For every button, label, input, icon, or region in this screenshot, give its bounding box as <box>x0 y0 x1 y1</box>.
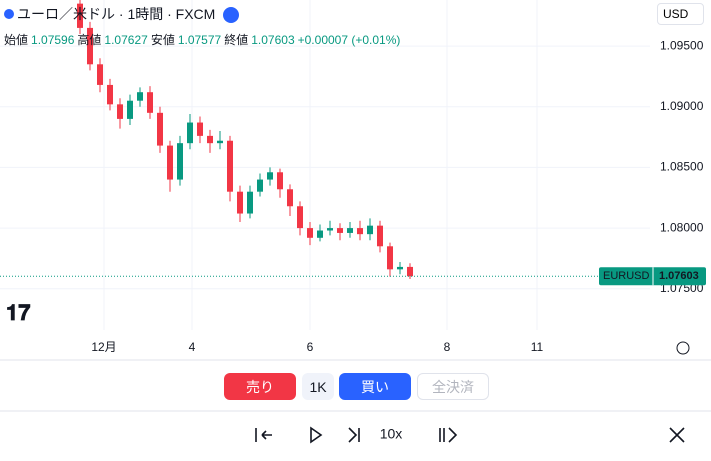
candle-body <box>337 228 343 233</box>
candle-body <box>287 189 293 207</box>
last-price-label: 1.07603 <box>659 270 699 282</box>
candle-body <box>107 84 113 105</box>
logo: 𝟏𝟕 <box>6 300 31 325</box>
candle-body <box>397 266 403 270</box>
candle-body <box>227 140 233 192</box>
currency-select[interactable]: USD <box>657 3 704 25</box>
rewind-icon[interactable] <box>223 7 240 24</box>
candle-body <box>387 246 393 270</box>
candle-body <box>117 104 123 119</box>
step-forward[interactable] <box>348 427 360 443</box>
jump-back[interactable] <box>255 428 272 442</box>
candle-body <box>367 225 373 235</box>
candle-body <box>237 191 243 214</box>
y-tick-label: 1.08000 <box>660 220 704 234</box>
ohlc-value: 1.07627 <box>104 33 148 47</box>
candle-body <box>277 172 283 190</box>
title: ユーロ／米ドル · 1時間 · FXCM <box>17 6 216 22</box>
quantity[interactable]: 1K <box>302 373 334 400</box>
candle-body <box>187 122 193 144</box>
sell-button[interactable]: 売り <box>224 373 296 400</box>
candle-body <box>77 3 83 28</box>
candle-body <box>257 179 263 192</box>
y-tick-label: 1.08500 <box>660 160 704 174</box>
ohlc-label: 高値 <box>77 33 102 47</box>
candle-body <box>87 27 93 65</box>
candle-body <box>167 145 173 180</box>
ohlc-label: 始値 <box>4 33 29 47</box>
candle-body <box>357 228 363 235</box>
candle-body <box>247 191 253 214</box>
x-tick-label: 11 <box>531 340 544 354</box>
candle-body <box>377 225 383 247</box>
symbol-tag: EURUSD <box>603 270 650 282</box>
candle-body <box>347 228 353 233</box>
candle-body <box>207 135 213 144</box>
candle-body <box>197 122 203 136</box>
y-tick-label: 1.09500 <box>660 38 704 52</box>
ohlc-label: 終値 <box>224 33 249 47</box>
candle-body <box>407 266 413 277</box>
candle-body <box>147 92 153 113</box>
candle-body <box>317 230 323 238</box>
close[interactable] <box>669 427 685 443</box>
change: +0.00007 (+0.01%) <box>297 33 401 47</box>
candle-body <box>127 100 133 119</box>
x-tick-label: 8 <box>444 340 451 354</box>
candle-body <box>267 172 273 180</box>
ohlc-legend: 始値 1.07596 高値 1.07627 安値 1.07577 終値 1.07603 +0.0… <box>4 31 403 48</box>
x-tick-label: 6 <box>307 340 314 354</box>
buy-button[interactable]: 買い <box>339 373 411 400</box>
candle-body <box>217 140 223 144</box>
ohlc-value: 1.07603 <box>251 33 295 47</box>
candle-body <box>297 206 303 229</box>
x-tick-label: 12月 <box>91 340 116 354</box>
candle-body <box>307 228 313 238</box>
candle-body <box>177 143 183 180</box>
ohlc-label: 安値 <box>150 33 175 47</box>
candle-body <box>157 112 163 146</box>
ohlc-value: 1.07577 <box>177 33 222 47</box>
close-all-button[interactable]: 全決済 <box>417 373 489 400</box>
candle-body <box>327 228 333 231</box>
y-tick-label: 1.09000 <box>660 99 704 113</box>
candle-body <box>97 64 103 85</box>
candle-body <box>137 92 143 101</box>
jump-forward[interactable] <box>439 427 458 443</box>
ohlc-value: 1.07596 <box>31 33 75 47</box>
play[interactable] <box>310 426 323 444</box>
symbol-title: ユーロ／米ドル · 1時間 · FXCM <box>4 4 240 24</box>
settings-icon[interactable] <box>676 341 690 355</box>
replay-speed[interactable]: 10x <box>380 426 403 442</box>
replay-controls <box>255 426 685 444</box>
x-tick-label: 4 <box>189 340 196 354</box>
